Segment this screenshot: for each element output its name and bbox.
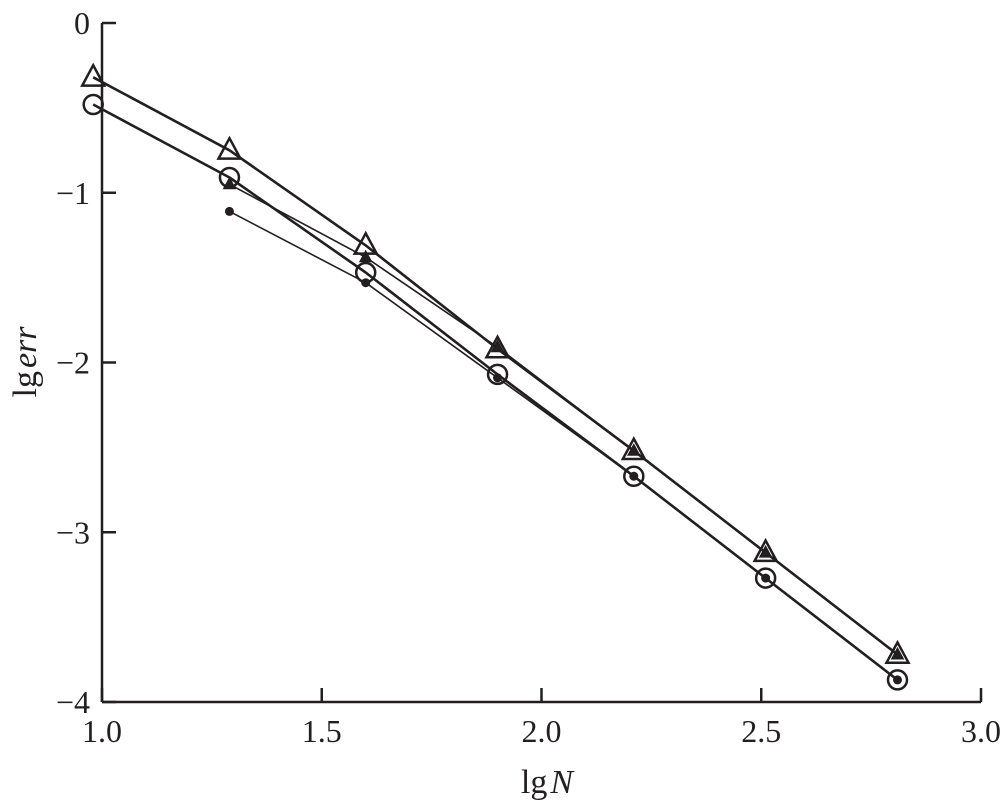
data-point-open-triangle [620, 436, 647, 461]
y-axis-title: lg err [7, 326, 44, 398]
y-tick-label: 0 [74, 5, 90, 41]
series-open-circle [82, 93, 909, 691]
data-point-open-circle [486, 363, 509, 386]
data-point-open-triangle [216, 135, 243, 160]
x-tick-label: 1.0 [82, 713, 122, 749]
y-axis-title-variable: err [7, 326, 44, 368]
data-point-open-circle [754, 567, 777, 589]
y-tick-label: −4 [56, 684, 90, 720]
x-tick-label: 2.5 [741, 713, 781, 749]
data-point-open-circle [82, 93, 104, 116]
y-tick-label: −1 [56, 175, 90, 211]
y-axis-title-prefix: lg [7, 371, 44, 397]
data-point-open-triangle [352, 230, 379, 255]
series-line-open-circle [92, 103, 899, 681]
series-filled-triangle [222, 176, 905, 660]
axes [100, 23, 981, 704]
series-line-filled-dot [229, 210, 898, 681]
data-point-open-circle [354, 261, 377, 284]
series-line-open-triangle [92, 76, 899, 656]
series-open-triangle [80, 62, 911, 664]
data-point-filled-dot [224, 206, 234, 216]
data-point-open-circle [886, 669, 909, 691]
ticks-layer: 1.0 1.5 2.0 2.5 3.0 0 −1 −2 −3 −4 [56, 5, 1001, 749]
data-point-open-triangle [752, 537, 779, 563]
data-point-open-triangle [80, 62, 107, 87]
y-tick-label: −3 [56, 514, 90, 550]
data-point-open-triangle [884, 639, 911, 664]
data-point-open-triangle [484, 334, 511, 359]
series-filled-dot [224, 206, 902, 685]
x-tick-label: 2.0 [522, 713, 562, 749]
data-point-open-circle [218, 166, 241, 189]
x-axis-title-variable: N [549, 764, 575, 801]
data-point-open-circle [623, 465, 645, 487]
series-line-filled-triangle [229, 183, 898, 656]
series-layer [80, 62, 911, 691]
x-tick-label: 1.5 [302, 713, 342, 749]
x-axis-title-prefix: lg [521, 764, 547, 801]
x-tick-label: 3.0 [961, 713, 1001, 749]
y-tick-label: −2 [56, 345, 90, 381]
x-axis-title: lgN [521, 764, 575, 801]
